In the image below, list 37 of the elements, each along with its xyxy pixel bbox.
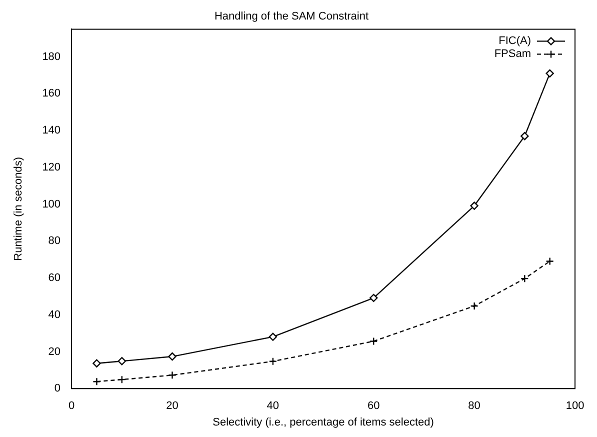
point: [546, 257, 554, 266]
point: [268, 332, 278, 341]
x-tick-label: 20: [166, 400, 178, 412]
point: [470, 202, 478, 210]
legend-label: FIC(A): [498, 35, 531, 48]
y-tick-label: 20: [48, 346, 61, 358]
x-tick-label: 80: [468, 400, 480, 412]
y-tick-label: 160: [42, 88, 61, 100]
point: [520, 274, 529, 283]
y-tick-label: 40: [48, 308, 61, 321]
point: [520, 132, 529, 140]
point: [118, 357, 126, 366]
point: [546, 69, 554, 78]
point: [168, 352, 176, 361]
point: [268, 357, 278, 366]
y-tick-label: 180: [42, 50, 61, 63]
point: [118, 375, 126, 384]
chart-title: Handling of the SAM Constraint: [214, 10, 369, 23]
y-tick-label: 80: [48, 235, 61, 248]
x-axis-title: Selectivity (i.e., percentage of items selected): [212, 416, 434, 428]
x-tick-label: 100: [566, 400, 584, 412]
x-tick-label: 60: [367, 400, 380, 412]
y-tick-label: 140: [42, 124, 61, 137]
point: [370, 337, 378, 346]
y-tick-label: 60: [48, 272, 61, 284]
point: [370, 294, 378, 302]
point: [470, 302, 478, 310]
y-tick-label: 100: [42, 198, 61, 210]
y-axis-title: Runtime (in seconds): [12, 156, 25, 261]
x-tick-label: 40: [266, 400, 280, 412]
y-tick-label: 0: [54, 382, 61, 395]
point: [92, 359, 101, 368]
point: [168, 371, 176, 380]
point: [92, 377, 101, 386]
y-tick-label: 120: [42, 161, 61, 174]
legend-label: FPSam: [494, 48, 531, 60]
x-tick-label: 0: [68, 400, 75, 412]
